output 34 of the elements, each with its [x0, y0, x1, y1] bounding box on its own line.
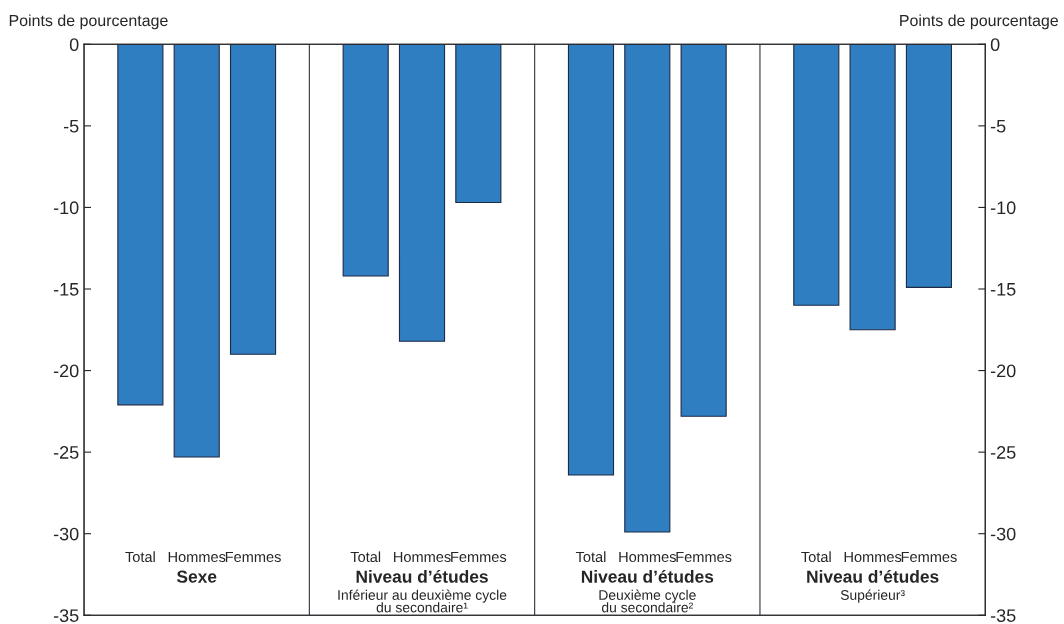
y2-tick-label: -30	[990, 527, 1016, 541]
x-tick-label: Hommes	[394, 551, 451, 563]
y2-tick-label: -35	[990, 609, 1016, 622]
x-tick-label: Femmes	[901, 551, 957, 563]
y2-tick-label: 0	[990, 38, 1000, 52]
x-tick-label: Hommes	[844, 551, 902, 563]
y-tick-label: -30	[53, 527, 79, 541]
y-tick-label: -5	[63, 119, 79, 133]
annotation: Niveau d’études Inférieur au deuxième cycle du secondaire¹	[338, 569, 507, 613]
x-tick-label: Femmes	[225, 551, 281, 563]
annotation: Niveau d’études Deuxième cycle du secondaire²	[581, 569, 714, 613]
x-tick-label: Hommes	[168, 551, 226, 563]
x-tick-label: Total	[350, 551, 381, 563]
annotation: Niveau d’études Supérieur³	[807, 569, 939, 603]
x-tick-label: Femmes	[676, 551, 732, 563]
y2-tick-label: -5	[990, 119, 1006, 133]
x-tick-label: Femmes	[451, 551, 507, 563]
x-tick-label: Total	[575, 551, 606, 563]
x-tick-label: Total	[801, 551, 831, 563]
y2-tick-label: -25	[990, 446, 1016, 459]
x-tick-label: Hommes	[619, 551, 676, 563]
y2-tick-label: -15	[990, 283, 1016, 296]
y-tick-label: -25	[53, 446, 79, 459]
annotation: Sexe	[176, 570, 217, 583]
y2-tick-label: -10	[990, 201, 1016, 215]
y-axis-title: Points de pourcentage	[9, 14, 168, 30]
y-tick-label: -15	[53, 283, 79, 296]
y-tick-label: 0	[69, 38, 79, 52]
y2-axis-title: Points de pourcentage	[900, 14, 1058, 30]
y-tick-label: -10	[53, 201, 79, 215]
y-tick-label: -35	[53, 609, 79, 622]
y-tick-label: -20	[53, 364, 79, 378]
x-tick-label: Total	[125, 551, 155, 563]
y2-tick-label: -20	[990, 364, 1016, 378]
